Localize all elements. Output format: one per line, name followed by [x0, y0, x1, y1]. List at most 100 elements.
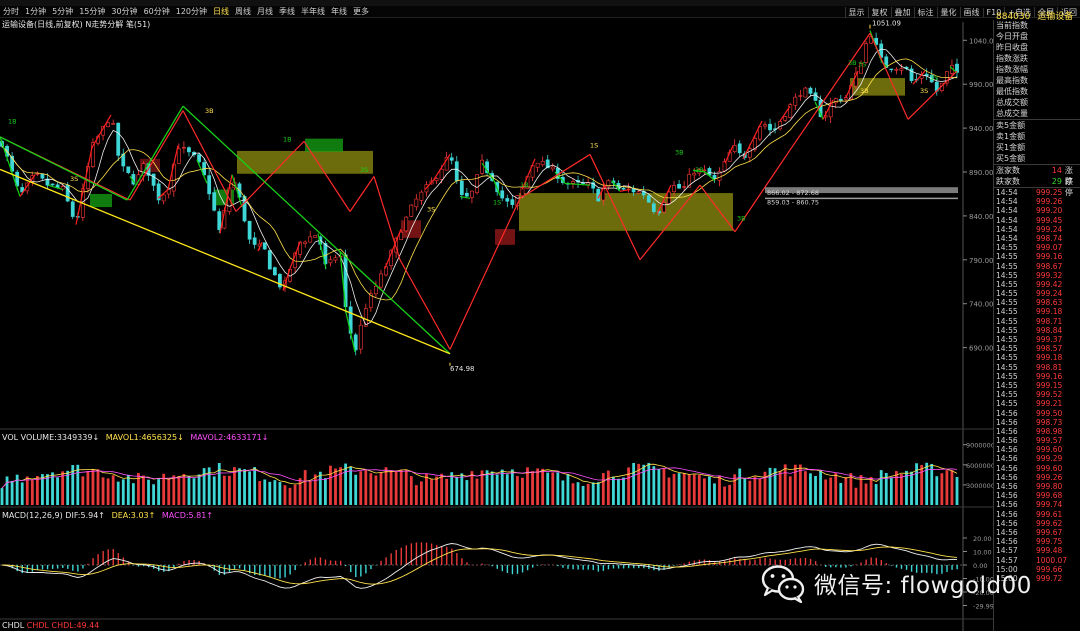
volume-bar: [207, 467, 211, 505]
period-tab-11[interactable]: 半年线: [301, 7, 326, 16]
bi-segment: [317, 233, 327, 269]
candle-body: [404, 216, 409, 232]
macd-bar: [941, 565, 943, 574]
toolbar-button-4[interactable]: 量化: [936, 6, 960, 18]
tick-time: 14:56: [996, 417, 1018, 427]
macd-bar: [410, 543, 413, 565]
candle-body: [712, 174, 717, 179]
tick-row: 14:54 999.26: [994, 197, 1080, 206]
candle-body: [793, 96, 798, 106]
period-tab-2[interactable]: 5分钟: [52, 7, 74, 16]
period-tab-12[interactable]: 年线: [331, 7, 348, 16]
count-tail: 跌停: [1064, 177, 1073, 197]
period-tab-10[interactable]: 季线: [279, 7, 296, 16]
candle-body: [262, 242, 267, 250]
macd-bar: [309, 559, 312, 565]
volume-bar: [526, 467, 529, 505]
tick-row: 14:56 999.60: [994, 464, 1080, 473]
macd-bar: [693, 560, 696, 565]
period-tab-0[interactable]: 分时: [3, 7, 19, 16]
toolbar-button-1[interactable]: 复权: [867, 6, 891, 18]
volume-bar: [222, 475, 226, 505]
macd-bar: [56, 565, 59, 569]
volume-bar: [414, 485, 418, 505]
macd-bar: [461, 558, 463, 565]
tick-row: 14:55 999.07: [994, 243, 1080, 252]
toolbar-button-8[interactable]: 全屏: [1034, 6, 1057, 18]
tick-price: 999.74: [1036, 500, 1063, 510]
volume-bar: [829, 477, 833, 505]
bi-segment: [196, 159, 208, 184]
volume-bar: [612, 476, 615, 505]
toolbar-button-3[interactable]: 标注: [913, 6, 937, 18]
period-tab-8[interactable]: 周线: [235, 7, 252, 16]
candle-body: [217, 211, 222, 230]
macd-bar: [542, 564, 544, 565]
tick-time: 14:55: [996, 252, 1018, 262]
tick-time: 14:56: [996, 491, 1018, 501]
tick-price: 999.42: [1036, 279, 1063, 289]
candle-body: [677, 183, 681, 189]
main-chart[interactable]: 1040.00 990.00 940.00 890.00 840.00 790.00 740…: [0, 18, 993, 631]
candle-body: [197, 154, 201, 163]
volume-bar: [303, 470, 307, 505]
period-tab-9[interactable]: 月线: [257, 7, 274, 16]
macd-bar: [97, 554, 99, 565]
macd-bar: [643, 565, 645, 569]
macd-bar: [956, 565, 958, 570]
volume-axis-label: 6000000: [966, 462, 993, 470]
toolbar-button-5[interactable]: 画线: [959, 6, 983, 18]
bi-segment: [519, 153, 591, 199]
volume-bar: [763, 471, 767, 505]
volume-bar: [900, 474, 903, 505]
candle-body: [454, 161, 459, 182]
volume-bar: [379, 472, 383, 505]
macd-axis-label: -29.99: [973, 602, 993, 610]
bi-segment: [432, 154, 451, 182]
period-tab-5[interactable]: 60分钟: [143, 7, 170, 16]
volume-bar: [748, 480, 752, 505]
toolbar-button-9[interactable]: 返回: [1057, 6, 1080, 18]
tick-row: 14:55 999.37: [994, 335, 1080, 344]
volume-bar: [910, 471, 913, 505]
candle-body: [449, 157, 454, 161]
volume-bar: [642, 464, 646, 505]
macd-bar: [734, 558, 736, 565]
period-tab-1[interactable]: 1分钟: [25, 7, 47, 16]
chart-title: 运输设备(日线,前复权) N走势分解 笔(51): [2, 20, 151, 29]
tick-time: 14:54: [996, 224, 1018, 234]
box1-label: 866.02 - 872.68: [767, 189, 819, 197]
tick-row: 14:56 999.67: [994, 528, 1080, 537]
macd-bar: [688, 561, 690, 565]
macd-bar: [496, 565, 498, 569]
volume-bar: [601, 473, 605, 505]
tick-time: 14:56: [996, 454, 1018, 464]
macd-bar: [107, 549, 109, 565]
macd-bar: [365, 565, 367, 574]
volume-bar: [627, 467, 630, 505]
period-tab-3[interactable]: 15分钟: [79, 7, 106, 16]
tick-price: 999.62: [1036, 518, 1063, 528]
macd-bar: [132, 565, 135, 566]
toolbar-button-0[interactable]: 显示: [844, 6, 868, 18]
toolbar-button-2[interactable]: 叠加: [890, 6, 914, 18]
volume-bar: [854, 487, 858, 505]
period-tab-6[interactable]: 120分钟: [175, 7, 208, 16]
period-tab-13[interactable]: 更多: [353, 7, 370, 16]
volume-bar: [596, 482, 600, 505]
candle-body: [308, 236, 313, 243]
tick-price: 999.37: [1036, 335, 1063, 344]
index-field-label: 最低指数: [996, 87, 1028, 96]
volume-bar: [111, 475, 115, 505]
tick-time: 14:55: [996, 390, 1018, 400]
toolbar-button-7[interactable]: +自选: [1004, 6, 1034, 18]
volume-bar: [521, 477, 524, 505]
period-tab-4[interactable]: 30分钟: [111, 7, 138, 16]
macd-bar: [380, 560, 382, 565]
toolbar-button-6[interactable]: F10: [982, 7, 1005, 17]
volume-bar: [955, 476, 959, 505]
period-tab-7[interactable]: 日线: [213, 7, 230, 16]
candle-body: [540, 160, 545, 166]
tick-price: 999.26: [1036, 472, 1063, 482]
macd-bar: [279, 565, 281, 579]
